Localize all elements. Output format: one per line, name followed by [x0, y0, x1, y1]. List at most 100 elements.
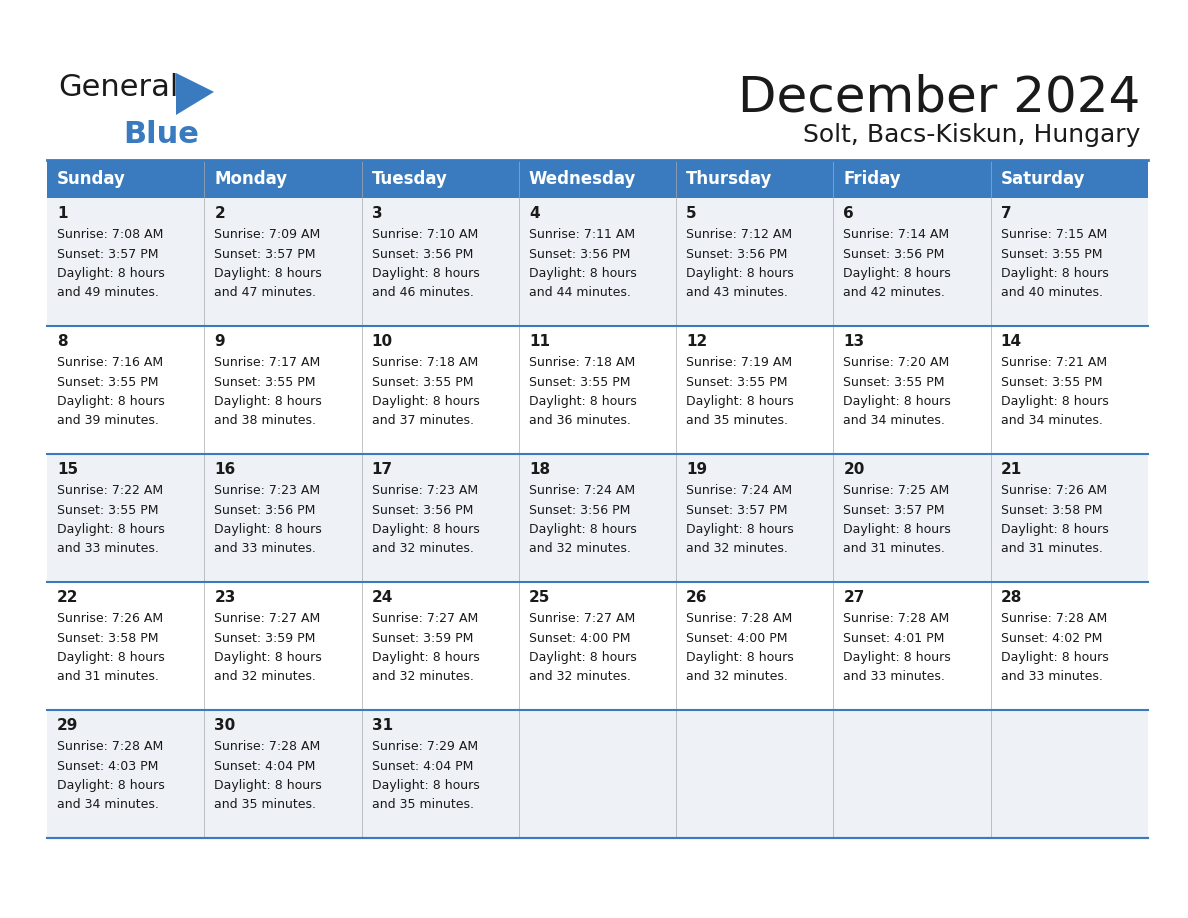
Text: and 32 minutes.: and 32 minutes. — [529, 543, 631, 555]
Text: Sunset: 4:00 PM: Sunset: 4:00 PM — [529, 632, 631, 644]
Polygon shape — [176, 73, 214, 115]
Text: Sunrise: 7:29 AM: Sunrise: 7:29 AM — [372, 740, 478, 753]
Text: Sunset: 3:55 PM: Sunset: 3:55 PM — [57, 375, 158, 388]
Text: Daylight: 8 hours: Daylight: 8 hours — [529, 395, 637, 408]
Text: Sunrise: 7:24 AM: Sunrise: 7:24 AM — [529, 484, 634, 497]
Text: 6: 6 — [843, 206, 854, 221]
Text: Sunset: 4:04 PM: Sunset: 4:04 PM — [214, 759, 316, 773]
Text: 25: 25 — [529, 590, 550, 605]
Text: 5: 5 — [687, 206, 697, 221]
Text: Daylight: 8 hours: Daylight: 8 hours — [214, 523, 322, 536]
Text: Daylight: 8 hours: Daylight: 8 hours — [57, 779, 165, 792]
Text: Sunrise: 7:26 AM: Sunrise: 7:26 AM — [57, 612, 163, 625]
Text: 14: 14 — [1000, 334, 1022, 349]
Text: Sunset: 3:55 PM: Sunset: 3:55 PM — [687, 375, 788, 388]
Text: Sunset: 3:55 PM: Sunset: 3:55 PM — [1000, 248, 1102, 261]
Text: Sunset: 4:01 PM: Sunset: 4:01 PM — [843, 632, 944, 644]
Text: Daylight: 8 hours: Daylight: 8 hours — [843, 395, 952, 408]
Text: Sunrise: 7:28 AM: Sunrise: 7:28 AM — [57, 740, 163, 753]
Text: Sunrise: 7:15 AM: Sunrise: 7:15 AM — [1000, 228, 1107, 241]
Text: 28: 28 — [1000, 590, 1022, 605]
Text: 17: 17 — [372, 462, 393, 477]
Text: and 33 minutes.: and 33 minutes. — [843, 670, 946, 684]
Text: Sunset: 3:59 PM: Sunset: 3:59 PM — [372, 632, 473, 644]
Text: and 33 minutes.: and 33 minutes. — [57, 543, 159, 555]
Text: and 35 minutes.: and 35 minutes. — [687, 415, 788, 428]
Text: 19: 19 — [687, 462, 707, 477]
Text: and 35 minutes.: and 35 minutes. — [214, 799, 316, 812]
Text: Sunrise: 7:09 AM: Sunrise: 7:09 AM — [214, 228, 321, 241]
Text: and 46 minutes.: and 46 minutes. — [372, 286, 474, 299]
Text: Daylight: 8 hours: Daylight: 8 hours — [214, 779, 322, 792]
Text: Sunrise: 7:08 AM: Sunrise: 7:08 AM — [57, 228, 164, 241]
Text: Sunset: 3:55 PM: Sunset: 3:55 PM — [372, 375, 473, 388]
Text: Sunset: 3:56 PM: Sunset: 3:56 PM — [372, 503, 473, 517]
Text: 3: 3 — [372, 206, 383, 221]
Text: 9: 9 — [214, 334, 225, 349]
Text: Daylight: 8 hours: Daylight: 8 hours — [687, 651, 794, 664]
Text: Daylight: 8 hours: Daylight: 8 hours — [1000, 523, 1108, 536]
Text: Daylight: 8 hours: Daylight: 8 hours — [372, 779, 479, 792]
Text: Daylight: 8 hours: Daylight: 8 hours — [843, 651, 952, 664]
Text: Sunrise: 7:28 AM: Sunrise: 7:28 AM — [687, 612, 792, 625]
Text: and 34 minutes.: and 34 minutes. — [843, 415, 946, 428]
Text: Sunset: 3:57 PM: Sunset: 3:57 PM — [57, 248, 158, 261]
Text: 12: 12 — [687, 334, 707, 349]
Text: Sunrise: 7:23 AM: Sunrise: 7:23 AM — [214, 484, 321, 497]
Text: 11: 11 — [529, 334, 550, 349]
Text: 8: 8 — [57, 334, 68, 349]
Text: Daylight: 8 hours: Daylight: 8 hours — [1000, 395, 1108, 408]
Text: Sunrise: 7:27 AM: Sunrise: 7:27 AM — [529, 612, 636, 625]
Text: Daylight: 8 hours: Daylight: 8 hours — [1000, 651, 1108, 664]
Text: Sunset: 3:56 PM: Sunset: 3:56 PM — [843, 248, 944, 261]
Text: Daylight: 8 hours: Daylight: 8 hours — [529, 651, 637, 664]
Text: Daylight: 8 hours: Daylight: 8 hours — [529, 523, 637, 536]
Text: Sunset: 3:56 PM: Sunset: 3:56 PM — [529, 503, 630, 517]
Text: 16: 16 — [214, 462, 235, 477]
Text: Solt, Bacs-Kiskun, Hungary: Solt, Bacs-Kiskun, Hungary — [803, 123, 1140, 147]
Text: Sunday: Sunday — [57, 170, 126, 188]
Text: Sunrise: 7:11 AM: Sunrise: 7:11 AM — [529, 228, 634, 241]
Text: and 42 minutes.: and 42 minutes. — [843, 286, 946, 299]
Text: Daylight: 8 hours: Daylight: 8 hours — [843, 267, 952, 280]
Text: and 34 minutes.: and 34 minutes. — [1000, 415, 1102, 428]
Text: Sunrise: 7:18 AM: Sunrise: 7:18 AM — [529, 356, 636, 369]
Text: Sunrise: 7:26 AM: Sunrise: 7:26 AM — [1000, 484, 1107, 497]
Text: and 32 minutes.: and 32 minutes. — [687, 670, 788, 684]
Text: 2: 2 — [214, 206, 225, 221]
Text: Daylight: 8 hours: Daylight: 8 hours — [372, 523, 479, 536]
Text: Sunrise: 7:20 AM: Sunrise: 7:20 AM — [843, 356, 949, 369]
Text: Sunset: 3:58 PM: Sunset: 3:58 PM — [1000, 503, 1102, 517]
Text: Sunrise: 7:12 AM: Sunrise: 7:12 AM — [687, 228, 792, 241]
Text: 24: 24 — [372, 590, 393, 605]
Text: Sunset: 3:56 PM: Sunset: 3:56 PM — [529, 248, 630, 261]
Text: Sunset: 4:04 PM: Sunset: 4:04 PM — [372, 759, 473, 773]
Text: and 33 minutes.: and 33 minutes. — [1000, 670, 1102, 684]
Text: General: General — [58, 73, 178, 102]
Text: Sunrise: 7:27 AM: Sunrise: 7:27 AM — [372, 612, 478, 625]
Text: Sunset: 3:57 PM: Sunset: 3:57 PM — [687, 503, 788, 517]
Text: and 32 minutes.: and 32 minutes. — [372, 543, 474, 555]
Text: Sunrise: 7:25 AM: Sunrise: 7:25 AM — [843, 484, 949, 497]
Text: Daylight: 8 hours: Daylight: 8 hours — [57, 651, 165, 664]
Text: Monday: Monday — [214, 170, 287, 188]
Text: Daylight: 8 hours: Daylight: 8 hours — [214, 651, 322, 664]
Text: 20: 20 — [843, 462, 865, 477]
Text: Sunrise: 7:22 AM: Sunrise: 7:22 AM — [57, 484, 163, 497]
Bar — [48, 582, 1148, 710]
Text: Sunrise: 7:16 AM: Sunrise: 7:16 AM — [57, 356, 163, 369]
Text: 21: 21 — [1000, 462, 1022, 477]
Text: 26: 26 — [687, 590, 708, 605]
Text: 4: 4 — [529, 206, 539, 221]
Text: 1: 1 — [57, 206, 68, 221]
Text: Daylight: 8 hours: Daylight: 8 hours — [843, 523, 952, 536]
Text: Sunset: 3:55 PM: Sunset: 3:55 PM — [214, 375, 316, 388]
Text: Sunrise: 7:21 AM: Sunrise: 7:21 AM — [1000, 356, 1107, 369]
Text: Daylight: 8 hours: Daylight: 8 hours — [529, 267, 637, 280]
Text: Daylight: 8 hours: Daylight: 8 hours — [687, 523, 794, 536]
Text: Sunrise: 7:14 AM: Sunrise: 7:14 AM — [843, 228, 949, 241]
Text: 23: 23 — [214, 590, 235, 605]
Text: and 32 minutes.: and 32 minutes. — [214, 670, 316, 684]
Text: Sunset: 3:56 PM: Sunset: 3:56 PM — [214, 503, 316, 517]
Text: Saturday: Saturday — [1000, 170, 1085, 188]
